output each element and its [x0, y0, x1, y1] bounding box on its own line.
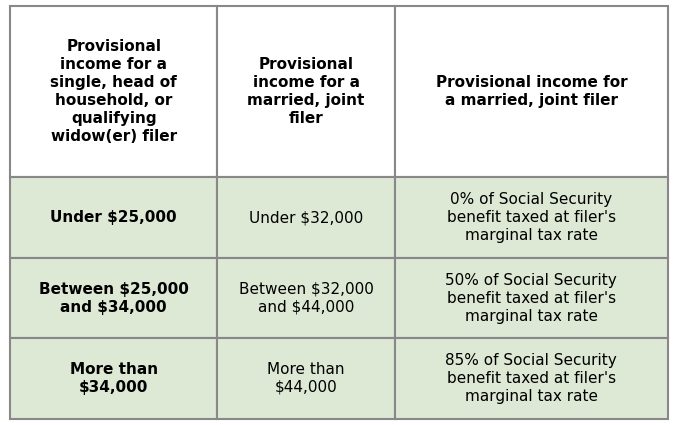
Text: Under $32,000: Under $32,000 [249, 210, 363, 225]
Bar [10, 178, 218, 258]
Bar [395, 338, 668, 419]
Bar [10, 338, 218, 419]
Text: 50% of Social Security
benefit taxed at filer's
marginal tax rate: 50% of Social Security benefit taxed at … [445, 272, 617, 323]
Bar [10, 258, 218, 338]
Bar [218, 338, 395, 419]
Text: Between $32,000
and $44,000: Between $32,000 and $44,000 [239, 281, 374, 314]
Text: 0% of Social Security
benefit taxed at filer's
marginal tax rate: 0% of Social Security benefit taxed at f… [447, 192, 616, 243]
Bar [395, 178, 668, 258]
Bar [395, 6, 668, 178]
Bar [218, 178, 395, 258]
Text: Under $25,000: Under $25,000 [50, 210, 177, 225]
Bar [10, 6, 218, 178]
Text: More than
$34,000: More than $34,000 [70, 362, 158, 395]
Text: Between $25,000
and $34,000: Between $25,000 and $34,000 [39, 281, 188, 314]
Text: Provisional
income for a
single, head of
household, or
qualifying
widow(er) file: Provisional income for a single, head of… [50, 40, 177, 144]
Text: More than
$44,000: More than $44,000 [267, 362, 345, 395]
Bar [395, 258, 668, 338]
Bar [218, 258, 395, 338]
Bar [218, 6, 395, 178]
Text: 85% of Social Security
benefit taxed at filer's
marginal tax rate: 85% of Social Security benefit taxed at … [445, 353, 617, 404]
Text: Provisional income for
a married, joint filer: Provisional income for a married, joint … [435, 75, 627, 108]
Text: Provisional
income for a
married, joint
filer: Provisional income for a married, joint … [247, 57, 365, 126]
